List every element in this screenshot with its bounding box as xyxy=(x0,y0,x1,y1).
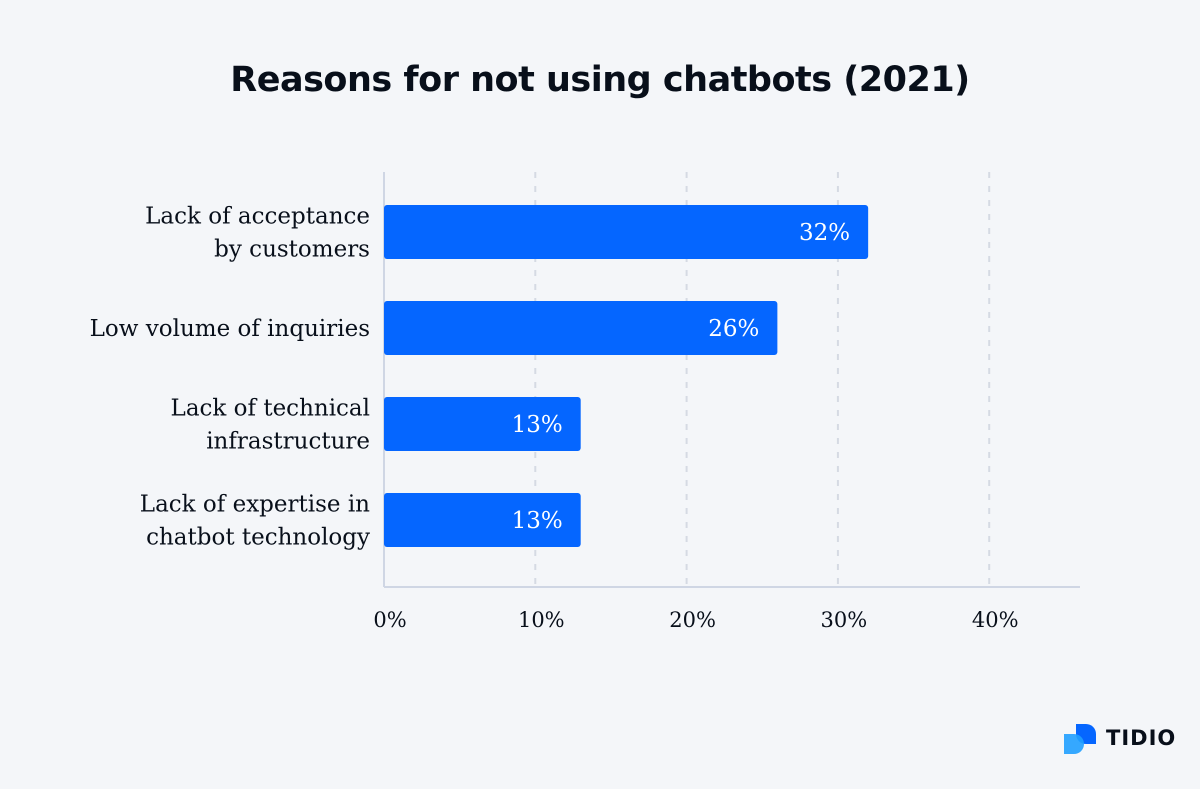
category-label: Lack of acceptance xyxy=(145,204,370,230)
x-tick-label: 30% xyxy=(821,608,868,632)
category-label: Lack of technical xyxy=(171,396,370,422)
bar xyxy=(384,205,869,259)
tidio-logo: TIDIO xyxy=(1062,722,1176,754)
tidio-logo-icon xyxy=(1064,724,1096,754)
bar-value-label: 26% xyxy=(708,316,759,342)
category-label: Lack of expertise in xyxy=(140,492,370,518)
tidio-logo-text: TIDIO xyxy=(1106,726,1177,750)
category-label: chatbot technology xyxy=(146,525,370,551)
bar xyxy=(384,301,778,355)
bar xyxy=(384,493,581,547)
category-label: Low volume of inquiries xyxy=(90,316,370,342)
bar xyxy=(384,397,581,451)
x-tick-label: 40% xyxy=(972,608,1019,632)
x-tick-label: 0% xyxy=(373,608,406,632)
bar-value-label: 13% xyxy=(512,508,563,534)
bar-value-label: 32% xyxy=(799,220,850,246)
category-label: infrastructure xyxy=(206,429,370,455)
x-tick-label: 10% xyxy=(518,608,565,632)
bar-value-label: 13% xyxy=(512,412,563,438)
x-tick-label: 20% xyxy=(669,608,716,632)
chart-title: Reasons for not using chatbots (2021) xyxy=(230,60,970,100)
category-label: by customers xyxy=(214,237,370,263)
